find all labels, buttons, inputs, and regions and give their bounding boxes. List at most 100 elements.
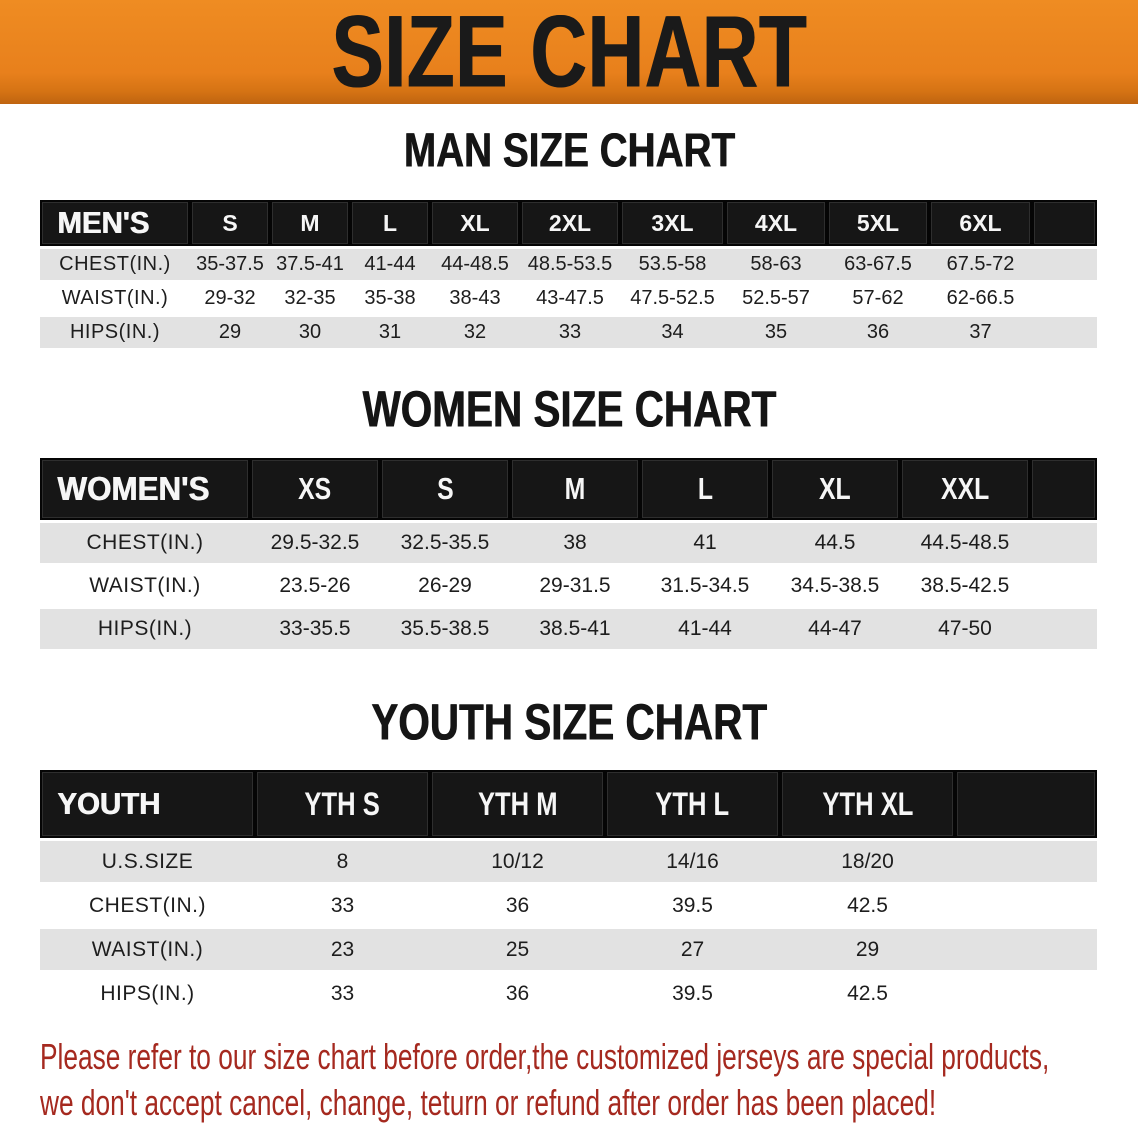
youth-row-0-value-2: 14/16 bbox=[605, 838, 780, 882]
women-row-2-value-0: 33-35.5 bbox=[250, 606, 380, 649]
women-size-header-3-text: L bbox=[697, 471, 713, 506]
men-size-header-1: M bbox=[270, 200, 350, 246]
banner-title: SIZE CHART bbox=[331, 0, 807, 110]
men-row-1-value-3: 38-43 bbox=[430, 280, 520, 314]
women-group-label-text: WOMEN'S bbox=[57, 470, 210, 507]
disclaimer: Please refer to our size chart before or… bbox=[40, 1034, 1138, 1126]
men-section-title: MAN SIZE CHART bbox=[0, 125, 1138, 176]
women-section-title-text: WOMEN SIZE CHART bbox=[362, 380, 776, 438]
men-row-1-value-7: 57-62 bbox=[827, 280, 929, 314]
youth-size-header-3: YTH XL bbox=[780, 770, 955, 838]
youth-header-spacer bbox=[955, 770, 1097, 838]
youth-row-3-value-3: 42.5 bbox=[780, 970, 955, 1014]
women-table-row-0: CHEST(IN.) 29.5-32.5 32.5-35.5 38 41 44.5 44.5… bbox=[40, 520, 1097, 563]
women-header-row: WOMEN'S XS S M L XL XXL bbox=[40, 458, 1097, 520]
women-row-label-0: CHEST(IN.) bbox=[40, 520, 250, 563]
women-size-header-4: XL bbox=[770, 458, 900, 520]
men-size-header-0: S bbox=[190, 200, 270, 246]
women-row-2-value-3: 41-44 bbox=[640, 606, 770, 649]
women-row-2-spacer bbox=[1030, 606, 1097, 649]
women-row-1-value-1: 26-29 bbox=[380, 563, 510, 606]
men-group-label: MEN'S bbox=[40, 200, 190, 246]
youth-size-header-0: YTH S bbox=[255, 770, 430, 838]
women-row-0-value-3: 41 bbox=[640, 520, 770, 563]
men-row-2-value-0: 29 bbox=[190, 314, 270, 348]
women-table-row-1: WAIST(IN.) 23.5-26 26-29 29-31.5 31.5-34.5 34… bbox=[40, 563, 1097, 606]
women-size-table: WOMEN'S XS S M L XL XXL CHEST(IN.) 29.5-32.5 32.5… bbox=[40, 458, 1097, 649]
men-size-header-7: 5XL bbox=[827, 200, 929, 246]
youth-size-header-2: YTH L bbox=[605, 770, 780, 838]
men-size-header-4: 2XL bbox=[520, 200, 620, 246]
men-size-header-6: 4XL bbox=[725, 200, 827, 246]
women-section-title: WOMEN SIZE CHART bbox=[0, 380, 1138, 438]
men-row-2-value-1: 30 bbox=[270, 314, 350, 348]
women-row-1-value-0: 23.5-26 bbox=[250, 563, 380, 606]
women-size-header-3: L bbox=[640, 458, 770, 520]
men-group-label-text: MEN'S bbox=[57, 205, 150, 240]
youth-size-table: YOUTH YTH S YTH M YTH L YTH XL U.S.SIZE 8 10/12… bbox=[40, 770, 1097, 1014]
women-row-1-spacer bbox=[1030, 563, 1097, 606]
youth-group-label: YOUTH bbox=[40, 770, 255, 838]
women-row-0-spacer bbox=[1030, 520, 1097, 563]
men-row-0-value-0: 35-37.5 bbox=[190, 246, 270, 280]
men-row-label-0: CHEST(IN.) bbox=[40, 246, 190, 280]
men-row-1-value-4: 43-47.5 bbox=[520, 280, 620, 314]
men-row-1-value-8: 62-66.5 bbox=[929, 280, 1032, 314]
women-row-1-value-3: 31.5-34.5 bbox=[640, 563, 770, 606]
men-row-label-1: WAIST(IN.) bbox=[40, 280, 190, 314]
women-row-2-value-4: 44-47 bbox=[770, 606, 900, 649]
youth-size-header-2-text: YTH L bbox=[655, 785, 730, 822]
men-header-row: MEN'S S M L XL 2XL 3XL 4XL 5XL 6XL bbox=[40, 200, 1097, 246]
men-row-1-spacer bbox=[1032, 280, 1097, 314]
women-size-header-5: XXL bbox=[900, 458, 1030, 520]
men-row-1-value-2: 35-38 bbox=[350, 280, 430, 314]
youth-group-label-text: YOUTH bbox=[57, 786, 161, 821]
men-row-1-value-5: 47.5-52.5 bbox=[620, 280, 725, 314]
women-size-section: WOMEN SIZE CHART WOMEN'S XS S M L XL XXL CHEST(… bbox=[0, 380, 1138, 649]
youth-row-label-0: U.S.SIZE bbox=[40, 838, 255, 882]
men-row-0-value-6: 58-63 bbox=[725, 246, 827, 280]
youth-row-0-value-3: 18/20 bbox=[780, 838, 955, 882]
youth-size-header-3-text: YTH XL bbox=[821, 785, 914, 822]
men-size-header-2: L bbox=[350, 200, 430, 246]
youth-row-2-spacer bbox=[955, 926, 1097, 970]
disclaimer-line-1-text: Please refer to our size chart before or… bbox=[40, 1036, 1050, 1077]
women-row-1-value-4: 34.5-38.5 bbox=[770, 563, 900, 606]
men-row-label-2: HIPS(IN.) bbox=[40, 314, 190, 348]
men-row-2-value-7: 36 bbox=[827, 314, 929, 348]
men-row-2-value-8: 37 bbox=[929, 314, 1032, 348]
women-size-header-5-text: XXL bbox=[940, 471, 990, 506]
youth-row-2-value-1: 25 bbox=[430, 926, 605, 970]
men-row-2-value-5: 34 bbox=[620, 314, 725, 348]
women-size-header-1-text: S bbox=[436, 471, 454, 506]
youth-size-section: YOUTH SIZE CHART YOUTH YTH S YTH M YTH L YTH… bbox=[0, 697, 1138, 1014]
youth-row-1-value-0: 33 bbox=[255, 882, 430, 926]
youth-row-1-value-1: 36 bbox=[430, 882, 605, 926]
women-row-0-value-4: 44.5 bbox=[770, 520, 900, 563]
youth-row-2-value-2: 27 bbox=[605, 926, 780, 970]
youth-size-header-0-text: YTH S bbox=[304, 785, 381, 822]
youth-row-3-spacer bbox=[955, 970, 1097, 1014]
men-row-1-value-6: 52.5-57 bbox=[725, 280, 827, 314]
men-row-0-value-5: 53.5-58 bbox=[620, 246, 725, 280]
youth-table-row-3: HIPS(IN.) 33 36 39.5 42.5 bbox=[40, 970, 1097, 1014]
youth-row-2-value-0: 23 bbox=[255, 926, 430, 970]
women-row-1-value-5: 38.5-42.5 bbox=[900, 563, 1030, 606]
disclaimer-line-2: we don't accept cancel, change, teturn o… bbox=[40, 1080, 1138, 1126]
women-size-header-2-text: M bbox=[564, 471, 586, 506]
men-row-2-spacer bbox=[1032, 314, 1097, 348]
men-size-section: MAN SIZE CHART MEN'S S M L XL 2XL 3XL 4XL 5XL 6XL… bbox=[0, 125, 1138, 348]
youth-row-1-value-3: 42.5 bbox=[780, 882, 955, 926]
men-size-table: MEN'S S M L XL 2XL 3XL 4XL 5XL 6XL CHEST(IN.) 35-37… bbox=[40, 200, 1097, 348]
youth-row-0-value-1: 10/12 bbox=[430, 838, 605, 882]
men-table-row-0: CHEST(IN.) 35-37.5 37.5-41 41-44 44-48.5 48.5… bbox=[40, 246, 1097, 280]
disclaimer-line-2-text: we don't accept cancel, change, teturn o… bbox=[40, 1082, 937, 1123]
youth-section-title: YOUTH SIZE CHART bbox=[0, 697, 1138, 748]
youth-table-row-0: U.S.SIZE 8 10/12 14/16 18/20 bbox=[40, 838, 1097, 882]
size-chart-banner: SIZE CHART bbox=[0, 0, 1138, 104]
women-header-spacer bbox=[1030, 458, 1097, 520]
women-row-0-value-5: 44.5-48.5 bbox=[900, 520, 1030, 563]
youth-row-3-value-1: 36 bbox=[430, 970, 605, 1014]
men-row-0-value-3: 44-48.5 bbox=[430, 246, 520, 280]
women-row-2-value-2: 38.5-41 bbox=[510, 606, 640, 649]
